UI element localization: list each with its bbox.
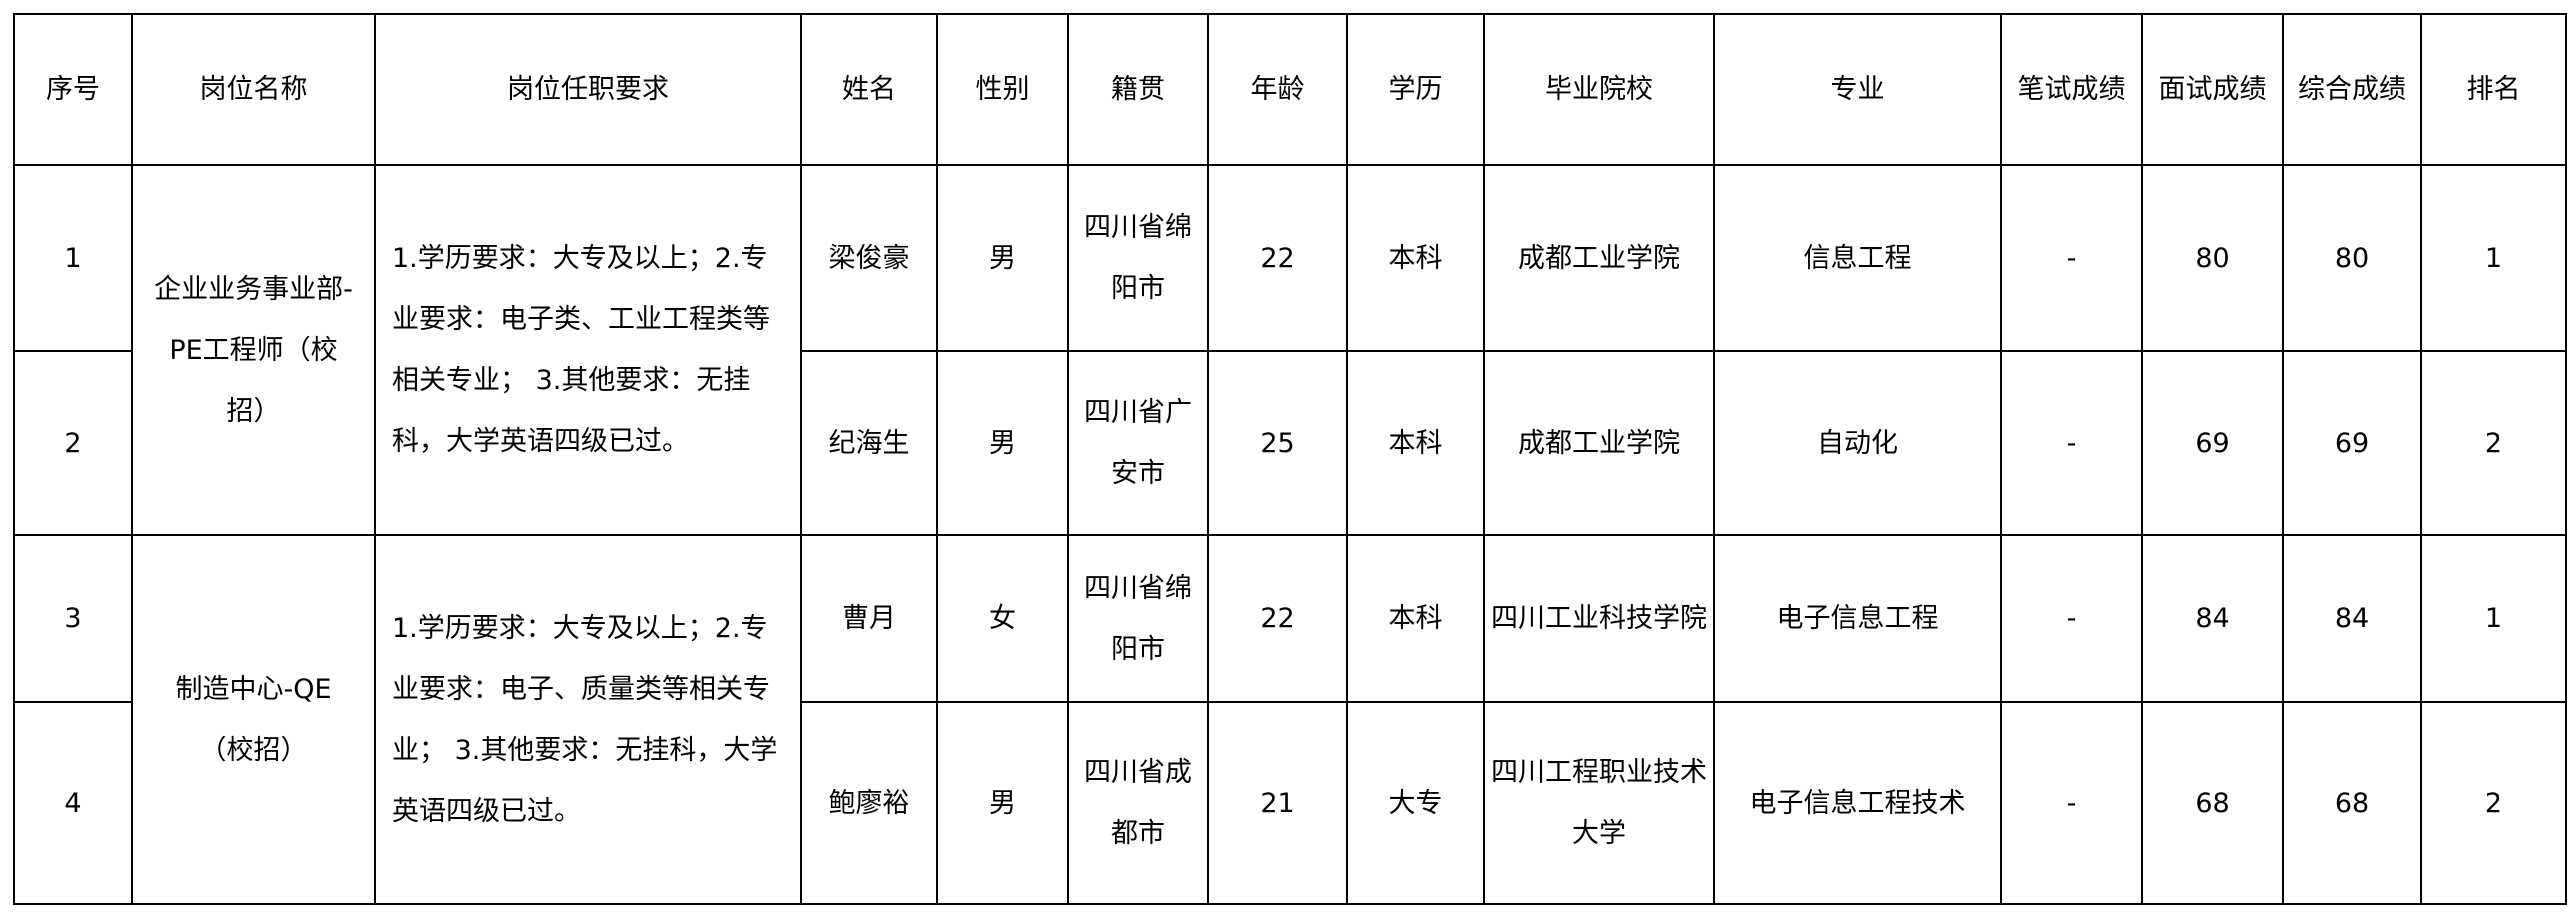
cell-age: 22	[1207, 534, 1348, 703]
header-no: 序号	[13, 13, 133, 166]
cell-name: 纪海生	[800, 350, 938, 536]
cell-total: 69	[2282, 350, 2422, 536]
cell-rank: 2	[2420, 350, 2567, 536]
cell-requirements: 1.学历要求：大专及以上；2.专业要求：电子类、工业工程类等相关专业； 3.其他…	[374, 164, 802, 536]
cell-rank: 1	[2420, 534, 2567, 703]
cell-name: 曹月	[800, 534, 938, 703]
cell-origin: 四川省绵阳市	[1067, 534, 1209, 703]
cell-total: 80	[2282, 164, 2422, 352]
cell-interview: 84	[2141, 534, 2284, 703]
header-name: 姓名	[800, 13, 938, 166]
cell-job: 制造中心-QE（校招）	[131, 534, 376, 905]
cell-edu: 本科	[1346, 350, 1485, 536]
cell-job: 企业业务事业部-PE工程师（校招）	[131, 164, 376, 536]
cell-interview: 80	[2141, 164, 2284, 352]
cell-edu: 大专	[1346, 701, 1485, 905]
header-age: 年龄	[1207, 13, 1348, 166]
header-rank: 排名	[2420, 13, 2567, 166]
cell-edu: 本科	[1346, 534, 1485, 703]
cell-age: 22	[1207, 164, 1348, 352]
cell-total: 84	[2282, 534, 2422, 703]
cell-interview: 68	[2141, 701, 2284, 905]
cell-major: 自动化	[1713, 350, 2002, 536]
header-school: 毕业院校	[1483, 13, 1715, 166]
cell-name: 鲍廖裕	[800, 701, 938, 905]
header-row: 序号 岗位名称 岗位任职要求 姓名 性别 籍贯 年龄 学历 毕业院校 专业 笔试…	[13, 13, 2567, 166]
header-total-score: 综合成绩	[2282, 13, 2422, 166]
header-written-score: 笔试成绩	[2000, 13, 2143, 166]
header-origin: 籍贯	[1067, 13, 1209, 166]
cell-major: 信息工程	[1713, 164, 2002, 352]
header-gender: 性别	[936, 13, 1069, 166]
table-row: 1 企业业务事业部-PE工程师（校招） 1.学历要求：大专及以上；2.专业要求：电子…	[13, 164, 2567, 536]
cell-major: 电子信息工程	[1713, 534, 2002, 703]
header-major: 专业	[1713, 13, 2002, 166]
cell-written: -	[2000, 350, 2143, 536]
table-row: 4 鲍廖裕男四川省成都市 21 大专 四川工程职业技术大学 电子信息工程技术 -68 68 2	[13, 701, 2567, 905]
header-education: 学历	[1346, 13, 1485, 166]
cell-school: 成都工业学院	[1483, 164, 1715, 352]
cell-written: -	[2000, 164, 2143, 352]
cell-origin: 四川省广安市	[1067, 350, 1209, 536]
cell-name: 梁俊豪	[800, 164, 938, 352]
cell-origin: 四川省成都市	[1067, 701, 1209, 905]
cell-gender: 男	[936, 350, 1069, 536]
cell-school: 成都工业学院	[1483, 350, 1715, 536]
table-row: 3 制造中心-QE（校招） 1.学历要求：大专及以上；2.专业要求：电子、质量类等相…	[13, 534, 2567, 905]
cell-major: 电子信息工程技术	[1713, 701, 2002, 905]
cell-gender: 男	[936, 701, 1069, 905]
cell-edu: 本科	[1346, 164, 1485, 352]
cell-rank: 2	[2420, 701, 2567, 905]
cell-rank: 1	[2420, 164, 2567, 352]
cell-written: -	[2000, 534, 2143, 703]
cell-no: 3	[13, 534, 133, 703]
header-job: 岗位名称	[131, 13, 376, 166]
cell-requirements: 1.学历要求：大专及以上；2.专业要求：电子、质量类等相关专业； 3.其他要求：…	[374, 534, 802, 905]
cell-no: 2	[13, 350, 133, 536]
cell-written: -	[2000, 701, 2143, 905]
cell-no: 1	[13, 164, 133, 352]
cell-school: 四川工业科技学院	[1483, 534, 1715, 703]
cell-interview: 69	[2141, 350, 2284, 536]
cell-gender: 女	[936, 534, 1069, 703]
cell-age: 25	[1207, 350, 1348, 536]
header-requirements: 岗位任职要求	[374, 13, 802, 166]
cell-age: 21	[1207, 701, 1348, 905]
cell-origin: 四川省绵阳市	[1067, 164, 1209, 352]
cell-school: 四川工程职业技术大学	[1483, 701, 1715, 905]
cell-gender: 男	[936, 164, 1069, 352]
cell-total: 68	[2282, 701, 2422, 905]
cell-no: 4	[13, 701, 133, 905]
table-row: 2 纪海生男四川省广安市 25 本科 成都工业学院 自动化 -69 69 2	[13, 350, 2567, 536]
header-interview-score: 面试成绩	[2141, 13, 2284, 166]
results-table: 序号 岗位名称 岗位任职要求 姓名 性别 籍贯 年龄 学历 毕业院校 专业 笔试…	[13, 13, 2567, 905]
